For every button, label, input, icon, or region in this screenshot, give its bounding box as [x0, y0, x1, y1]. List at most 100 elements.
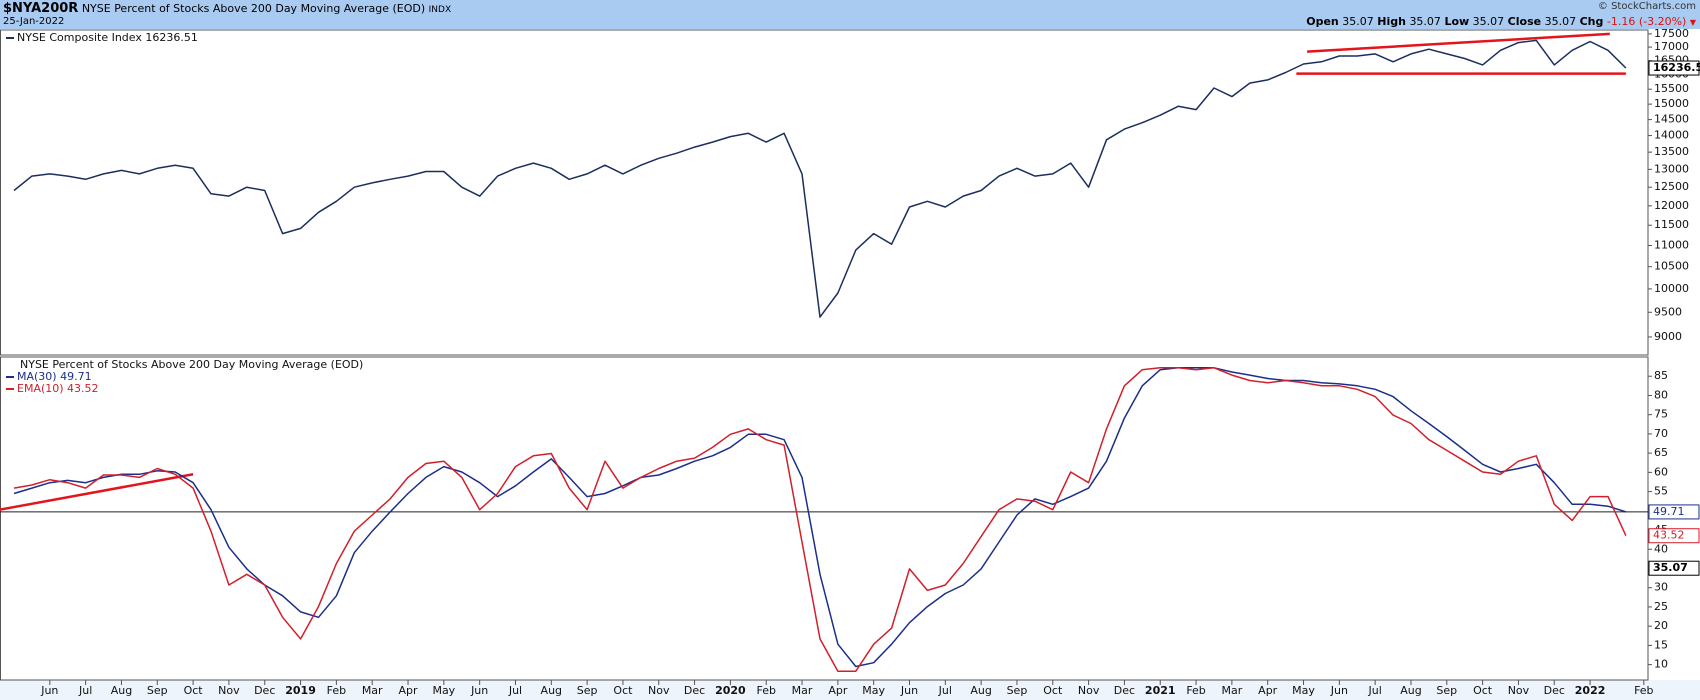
header: $NYA200R NYSE Percent of Stocks Above 20… [0, 0, 1700, 29]
quote-label: Open [1306, 15, 1339, 28]
value-badge-label: 49.71 [1653, 505, 1685, 518]
value-badge-label: 43.52 [1653, 529, 1685, 542]
panel-title: NYSE Percent of Stocks Above 200 Day Mov… [20, 358, 363, 371]
quote: Open 35.07 High 35.07 Low 35.07 Close 35… [1306, 15, 1696, 28]
title-line: $NYA200R NYSE Percent of Stocks Above 20… [3, 1, 451, 16]
x-tick-label: Jun [470, 684, 488, 697]
y-tick-label: 20 [1654, 619, 1668, 632]
y-tick-label: 10500 [1654, 260, 1689, 273]
x-tick-label: Feb [756, 684, 775, 697]
y-tick-label: 17500 [1654, 29, 1689, 40]
legend-label: NYSE Composite Index 16236.51 [17, 31, 198, 44]
y-tick-label: 10000 [1654, 282, 1689, 295]
legend-name: NYSE Composite Index [17, 31, 142, 44]
y-tick-label: 80 [1654, 388, 1668, 401]
y-tick-label: 11500 [1654, 218, 1689, 231]
y-tick-label: 13000 [1654, 162, 1689, 175]
x-tick-label: 2022 [1575, 684, 1606, 697]
y-tick-label: 14000 [1654, 129, 1689, 142]
legend-name: MA(30) [17, 370, 57, 383]
quote-value: 35.07 [1409, 15, 1441, 28]
x-tick-label: Dec [1544, 684, 1565, 697]
x-tick-label: Apr [1258, 684, 1278, 697]
quote-value: 35.07 [1472, 15, 1505, 28]
x-tick-label: Apr [399, 684, 419, 697]
x-tick-label: 2021 [1145, 684, 1176, 697]
x-tick-label: Mar [1221, 684, 1242, 697]
x-tick-label: Jun [1330, 684, 1348, 697]
exchange: INDX [428, 5, 452, 15]
x-tick-label: Jun [900, 684, 918, 697]
y-tick-label: 85 [1654, 369, 1668, 382]
panel-frame [0, 356, 1649, 681]
symbol: $NYA200R [3, 1, 79, 16]
x-tick-label: Aug [111, 684, 132, 697]
y-tick-label: 15000 [1654, 97, 1689, 110]
quote-value: 35.07 [1544, 15, 1577, 28]
data-line [13, 367, 1627, 672]
x-tick-label: Mar [792, 684, 813, 697]
x-tick-label: Nov [1508, 684, 1530, 697]
symbol-name: NYSE Percent of Stocks Above 200 Day Mov… [81, 2, 426, 15]
y-tick-label: 40 [1654, 542, 1668, 555]
y-tick-label: 17000 [1654, 40, 1689, 53]
y-tick-label: 60 [1654, 465, 1668, 478]
x-tick-label: Aug [970, 684, 991, 697]
y-tick-label: 10 [1654, 658, 1668, 671]
y-tick-label: 75 [1654, 408, 1668, 421]
x-tick-label: Jul [1368, 684, 1382, 697]
panel-frame [0, 29, 1649, 356]
x-tick-label: Sep [1007, 684, 1028, 697]
x-tick-label: Dec [684, 684, 705, 697]
y-tick-label: 11000 [1654, 238, 1689, 251]
x-tick-label: Jul [938, 684, 952, 697]
plot-bg [0, 29, 1700, 700]
value-badge-label: 35.07 [1653, 561, 1688, 574]
quote-label: Low [1444, 15, 1470, 28]
x-tick-label: Nov [1078, 684, 1100, 697]
y-tick-label: 13500 [1654, 145, 1689, 158]
y-tick-label: 14500 [1654, 113, 1689, 126]
credit: © StockCharts.com [1597, 1, 1696, 12]
x-tick-label: 2020 [715, 684, 746, 697]
x-tick-label: Jul [508, 684, 522, 697]
x-tick-label: Jul [78, 684, 92, 697]
legend-value: 49.71 [60, 370, 92, 383]
x-tick-label: Sep [577, 684, 598, 697]
y-tick-label: 25 [1654, 600, 1668, 613]
value-badge [1648, 528, 1700, 544]
data-line [13, 39, 1627, 318]
x-tick-label: Feb [327, 684, 346, 697]
y-tick-label: 55 [1654, 485, 1668, 498]
x-tick-label: Nov [218, 684, 240, 697]
x-tick-label: Nov [648, 684, 670, 697]
x-tick-label: Oct [1473, 684, 1493, 697]
quote-label: Close [1507, 15, 1542, 28]
y-tick-label: 15 [1654, 638, 1668, 651]
x-tick-label: Sep [1436, 684, 1457, 697]
x-tick-label: Oct [613, 684, 633, 697]
x-tick-label: Dec [254, 684, 275, 697]
x-tick-label: Aug [1400, 684, 1421, 697]
x-tick-label: Feb [1634, 684, 1653, 697]
y-tick-label: 15500 [1654, 82, 1689, 95]
y-tick-label: 9500 [1654, 305, 1682, 318]
value-badge [1648, 504, 1700, 520]
y-tick-label: 12500 [1654, 180, 1689, 193]
x-tick-label: Oct [184, 684, 204, 697]
x-tick-label: Jun [40, 684, 58, 697]
y-tick-label: 9000 [1654, 330, 1682, 343]
down-arrow: ▼ [1689, 18, 1696, 27]
x-tick-label: Dec [1114, 684, 1135, 697]
legend-label: EMA(10) 43.52 [17, 382, 99, 395]
legend-value: 43.52 [67, 382, 99, 395]
x-tick-label: May [432, 684, 455, 697]
y-tick-label: 12000 [1654, 199, 1689, 212]
x-tick-label: 2019 [285, 684, 316, 697]
quote-value: 35.07 [1342, 15, 1374, 28]
x-tick-label: Feb [1186, 684, 1205, 697]
trendline [0, 473, 194, 511]
quote-value: -1.16 (-3.20%) [1606, 15, 1687, 28]
x-tick-label: Aug [541, 684, 562, 697]
y-tick-label: 30 [1654, 581, 1668, 594]
